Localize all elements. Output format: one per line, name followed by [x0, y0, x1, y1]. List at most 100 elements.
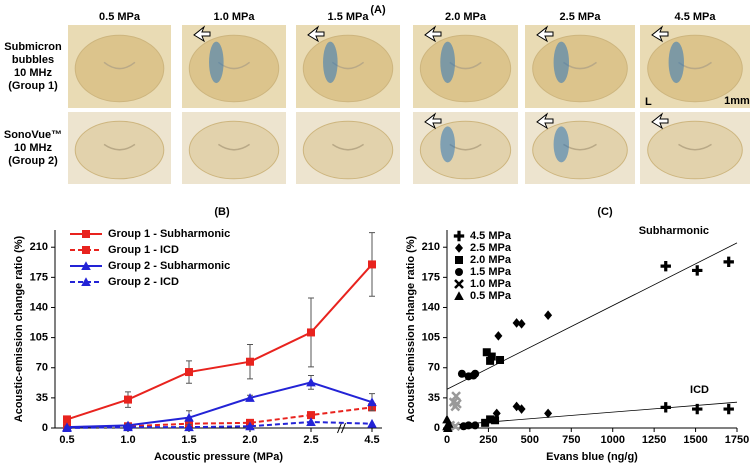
marker-plus: [692, 403, 703, 415]
column-label: 2.0 MPa: [445, 11, 487, 23]
marker-square: [82, 246, 90, 254]
marker-diamond: [494, 331, 503, 341]
row-label: Submicron: [4, 41, 62, 53]
trendline: [446, 242, 738, 390]
marker-circle: [457, 369, 466, 378]
x-tick-label: 4.5: [364, 434, 379, 446]
marker-triangle: [245, 393, 255, 402]
x-tick-label: 2.0: [242, 434, 257, 446]
column-label: 1.0 MPa: [214, 11, 256, 23]
legend-label: Group 2 - Subharmonic: [108, 260, 230, 272]
ventricle: [103, 61, 136, 70]
legend-label: 1.0 MPa: [470, 278, 512, 290]
x-tick-label: 500: [521, 434, 539, 446]
panel-a-title: (A): [370, 4, 386, 16]
marker-square: [486, 415, 495, 424]
marker-square: [63, 415, 71, 424]
marker-diamond: [544, 310, 553, 321]
x-tick-label: 750: [562, 434, 580, 446]
marker-diamond: [492, 408, 501, 419]
marker-diamond: [544, 408, 553, 419]
marker-triangle: [367, 397, 377, 407]
dye-stain: [440, 41, 455, 84]
row-label: SonoVue™: [4, 129, 62, 141]
y-axis-title: Acoustic-emission change ratio (%): [13, 235, 25, 422]
ventricle: [103, 143, 136, 151]
marker-circle: [455, 268, 463, 276]
ventricle: [678, 143, 712, 151]
axis-break: [337, 422, 346, 434]
y-tick-label: 210: [422, 241, 440, 253]
marker-triangle: [306, 377, 316, 387]
panel-a: 0.5 MPa 1.0 MPa 1.5 MPa 2.0 MPa 2.5 MPa 4.5 M…: [4, 11, 750, 184]
marker-diamond: [455, 243, 463, 253]
series-line: [66, 406, 373, 429]
dye-stain: [323, 41, 338, 84]
x-axis-title: Evans blue (ng/g): [546, 451, 638, 463]
marker-square: [246, 357, 254, 366]
marker-plus: [692, 265, 703, 276]
x-tick-label: 1500: [683, 434, 707, 446]
marker-square: [124, 395, 132, 404]
series-line: [66, 420, 373, 429]
legend-label: 0.5 MPa: [470, 290, 512, 302]
legend-label: Group 2 - ICD: [108, 276, 179, 288]
marker-square: [185, 368, 193, 377]
row-label: 10 MHz: [14, 67, 52, 79]
row-label: (Group 2): [8, 155, 58, 167]
marker-triangle: [306, 417, 316, 426]
x-tick-label: 1.0: [120, 434, 135, 446]
marker-diamond: [517, 404, 526, 414]
y-tick-label: 105: [30, 332, 48, 344]
y-tick-label: 210: [30, 241, 48, 253]
marker-diamond: [517, 319, 526, 329]
panel-c: (C) 0 35 70 105 140 175 210 Acoustic-emission ch…: [405, 206, 749, 463]
orientation-label: L: [645, 96, 652, 108]
y-tick-label: 175: [422, 271, 440, 283]
legend-label: Group 1 - Subharmonic: [108, 228, 230, 240]
series-line: [66, 263, 373, 421]
marker-square: [482, 348, 491, 357]
y-axis-title: Acoustic-emission change ratio (%): [405, 235, 417, 422]
column-label: 0.5 MPa: [99, 11, 141, 23]
marker-triangle: [62, 423, 72, 432]
x-tick-label: 2.5: [303, 434, 318, 446]
marker-square: [491, 416, 500, 425]
y-tick-label: 0: [434, 422, 440, 434]
marker-square: [481, 418, 490, 427]
y-tick-label: 140: [422, 301, 440, 313]
x-axis-title: Acoustic pressure (MPa): [154, 451, 283, 463]
legend-label: 4.5 MPa: [470, 230, 512, 242]
arrow: [536, 25, 554, 43]
marker-cross: [450, 421, 461, 432]
arrow: [424, 25, 442, 43]
column-label: 1.5 MPa: [328, 11, 370, 23]
marker-cross: [451, 391, 461, 402]
row-label: bubbles: [12, 54, 54, 66]
marker-triangle: [184, 422, 194, 432]
arrow: [307, 25, 325, 43]
y-tick-label: 35: [428, 392, 440, 404]
arrow: [424, 112, 442, 130]
marker-plus: [723, 256, 734, 268]
marker-square: [496, 355, 505, 364]
column-label: 2.5 MPa: [560, 11, 602, 23]
marker-triangle: [81, 261, 91, 270]
marker-diamond: [512, 318, 521, 328]
ventricle: [331, 143, 365, 151]
y-tick-label: 105: [422, 332, 440, 344]
panel-b: (B) 0 35 70 105 140 175 210 Acoustic-emission ch…: [13, 206, 382, 463]
y-tick-label: 0: [42, 422, 48, 434]
x-tick-label: 250: [479, 434, 497, 446]
marker-plus: [723, 403, 734, 415]
chart-title: (C): [597, 206, 613, 218]
marker-square: [368, 260, 376, 269]
y-tick-label: 175: [30, 271, 48, 283]
column-label: 4.5 MPa: [675, 11, 717, 23]
arrow: [651, 112, 669, 130]
arrow: [651, 25, 669, 43]
y-tick-label: 140: [30, 301, 48, 313]
x-tick-label: 1000: [600, 434, 624, 446]
trendline-label: Subharmonic: [639, 225, 709, 237]
